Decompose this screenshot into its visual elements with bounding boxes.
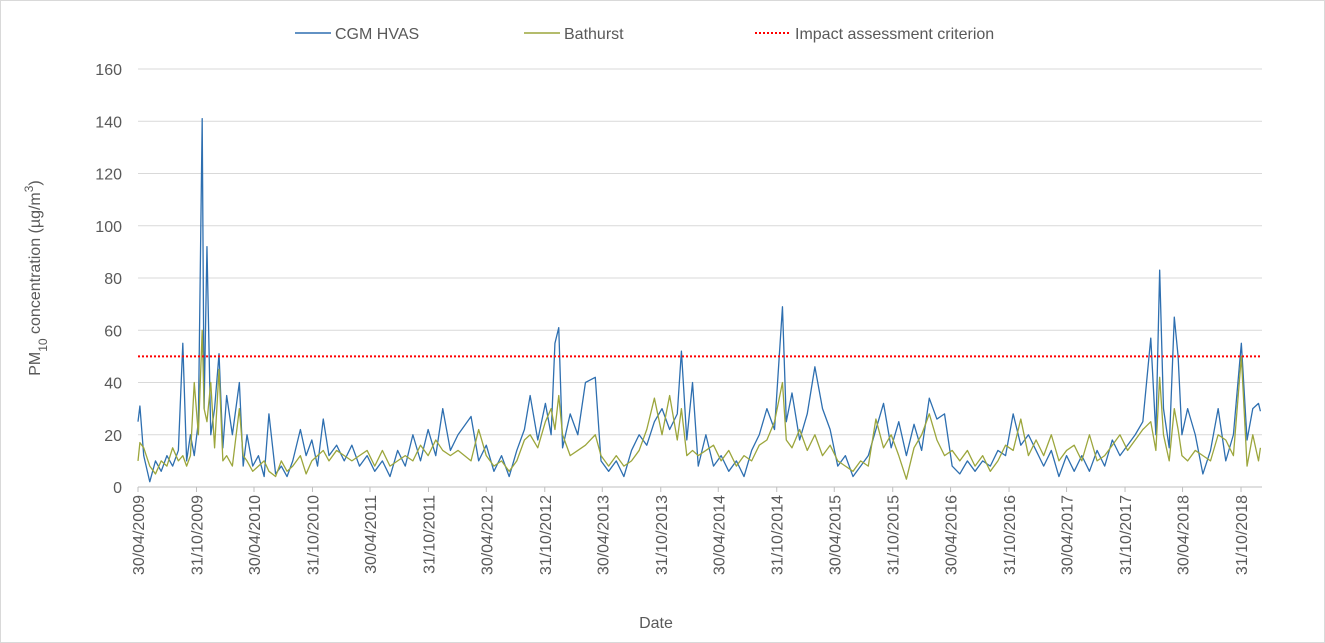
x-tick-label: 31/10/2009 xyxy=(189,495,206,575)
y-axis-label-part: 10 xyxy=(36,338,50,352)
x-tick-label: 30/04/2016 xyxy=(944,495,961,575)
x-tick-label: 30/04/2014 xyxy=(711,495,728,575)
x-tick-label: 31/10/2010 xyxy=(305,495,322,575)
x-axis-label: Date xyxy=(639,615,673,632)
legend-label: CGM HVAS xyxy=(335,26,419,43)
x-tick-label: 30/04/2009 xyxy=(131,495,148,575)
y-axis-label-part: ) xyxy=(27,180,44,185)
x-tick-label: 30/04/2013 xyxy=(595,495,612,575)
y-axis-label-part: concentration (µg/m xyxy=(27,192,44,338)
x-tick-label: 31/10/2016 xyxy=(1002,495,1019,575)
x-tick-label: 30/04/2010 xyxy=(247,495,264,575)
x-tick-label: 31/10/2013 xyxy=(654,495,671,575)
legend-label: Impact assessment criterion xyxy=(795,26,994,43)
x-tick-label: 31/10/2015 xyxy=(886,495,903,575)
x-tick-label: 30/04/2017 xyxy=(1060,495,1077,575)
y-tick-label: 40 xyxy=(104,376,122,393)
chart: Date PM10 concentration (µg/m3) 02040608… xyxy=(0,0,1325,643)
y-tick-label: 60 xyxy=(104,323,122,340)
legend-label: Bathurst xyxy=(564,26,624,43)
y-tick-label: 160 xyxy=(95,62,122,79)
y-tick-label: 80 xyxy=(104,271,122,288)
x-tick-label: 30/04/2011 xyxy=(363,495,380,574)
y-tick-label: 0 xyxy=(113,480,122,497)
y-tick-label: 140 xyxy=(95,114,122,131)
x-tick-label: 31/10/2018 xyxy=(1234,495,1251,575)
x-tick-label: 31/10/2011 xyxy=(421,495,438,574)
x-tick-label: 31/10/2017 xyxy=(1118,495,1135,575)
x-tick-label: 30/04/2015 xyxy=(827,495,844,575)
y-tick-label: 20 xyxy=(104,428,122,445)
x-tick-label: 30/04/2018 xyxy=(1176,495,1193,575)
x-tick-label: 31/10/2012 xyxy=(538,495,555,575)
y-axis-label-part: PM xyxy=(27,352,44,376)
x-tick-label: 30/04/2012 xyxy=(479,495,496,575)
y-tick-label: 120 xyxy=(95,167,122,184)
y-tick-label: 100 xyxy=(95,219,122,236)
x-tick-label: 31/10/2014 xyxy=(770,495,787,575)
